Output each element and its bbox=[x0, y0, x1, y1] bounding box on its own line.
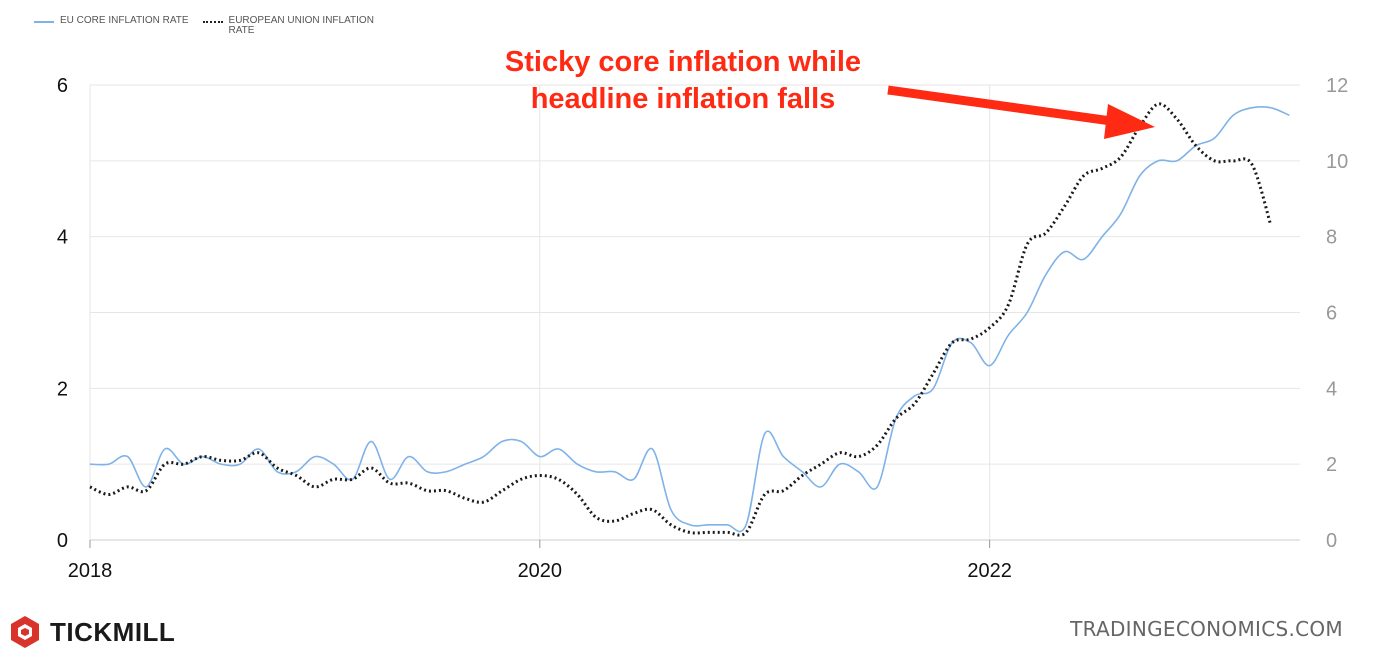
annotation-arrow bbox=[887, 85, 1141, 130]
y-right-tick-label: 0 bbox=[1326, 530, 1337, 552]
y-right-tick-label: 2 bbox=[1326, 454, 1337, 476]
x-tick-label: 2018 bbox=[68, 560, 113, 582]
y-left-tick-label: 6 bbox=[57, 75, 68, 97]
y-right-tick-label: 10 bbox=[1326, 151, 1348, 173]
chart-legend: EU CORE INFLATION RATE EUROPEAN UNION IN… bbox=[34, 16, 394, 36]
tickmill-logo-icon bbox=[11, 616, 39, 648]
x-tick-label: 2022 bbox=[967, 560, 1012, 582]
legend-label-headline: EUROPEAN UNION INFLATION RATE bbox=[228, 15, 374, 36]
legend-swatch-core bbox=[34, 21, 54, 23]
y-right-tick-label: 8 bbox=[1326, 227, 1337, 249]
grid-lines bbox=[89, 84, 1300, 541]
axes: 0 2 4 6 0 2 4 6 8 10 12 2018 2020 2022 bbox=[57, 75, 1348, 582]
annotation-line-1: Sticky core inflation while bbox=[504, 46, 862, 78]
y-left-tick-label: 4 bbox=[57, 227, 68, 249]
tickmill-logo-text: TICKMILL bbox=[50, 616, 176, 647]
y-right-tick-label: 4 bbox=[1326, 378, 1337, 400]
legend-item-headline[interactable]: EUROPEAN UNION INFLATION RATE bbox=[202, 15, 394, 36]
chart-annotation: Sticky core inflation while headline inf… bbox=[448, 44, 918, 118]
x-tick-label: 2020 bbox=[518, 560, 563, 582]
tickmill-logo[interactable]: TICKMILL bbox=[8, 615, 175, 649]
y-left-tick-label: 2 bbox=[57, 378, 68, 400]
series-lines bbox=[89, 102, 1290, 537]
source-credit[interactable]: TRADINGECONOMICS.COM bbox=[1070, 617, 1343, 641]
series-line-headline[interactable] bbox=[89, 102, 1273, 537]
legend-swatch-headline bbox=[202, 21, 223, 23]
series-line-core[interactable] bbox=[89, 106, 1290, 533]
y-left-tick-label: 0 bbox=[57, 530, 68, 552]
y-right-tick-label: 6 bbox=[1326, 303, 1337, 325]
annotation-arrowhead bbox=[1104, 104, 1155, 139]
legend-item-core[interactable]: EU CORE INFLATION RATE bbox=[34, 16, 189, 26]
legend-label-core: EU CORE INFLATION RATE bbox=[60, 15, 189, 26]
annotation-line-2: headline inflation falls bbox=[530, 83, 836, 115]
y-right-tick-label: 12 bbox=[1326, 75, 1348, 97]
annotation-arrow-group bbox=[887, 85, 1155, 139]
